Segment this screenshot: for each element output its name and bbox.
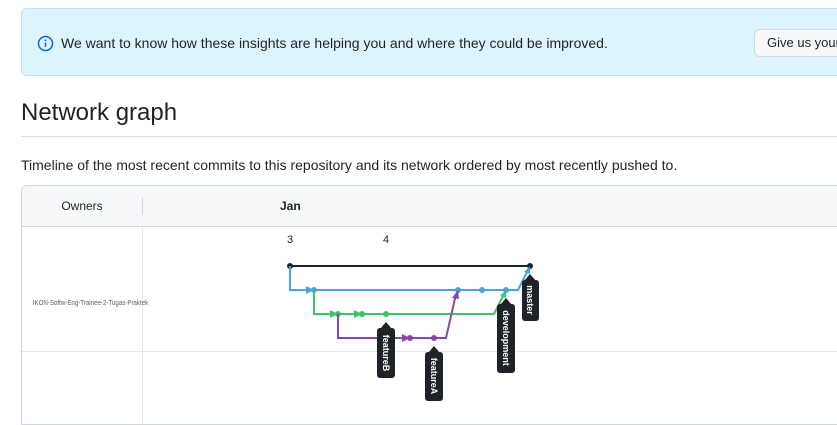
info-icon — [37, 35, 54, 52]
branch-label-featureA[interactable]: featureA — [425, 346, 443, 401]
title-divider — [21, 136, 837, 137]
owner-name[interactable]: IKON-Softw-Eng-Trainee-2-Tugas-Praktek — [32, 298, 149, 307]
page-title: Network graph — [21, 99, 178, 126]
branch-label-text: featureB — [381, 335, 391, 372]
branch-label-master[interactable]: master — [522, 274, 539, 321]
branch-master — [287, 263, 533, 269]
network-graph[interactable]: 3 4 mas — [0, 0, 837, 403]
branch-label-featureB[interactable]: featureB — [377, 322, 395, 378]
graph-header: Owners Jan — [22, 186, 837, 227]
branch-label-development[interactable]: development — [497, 298, 515, 373]
branch-label-text: master — [525, 285, 535, 315]
banner-message: We want to know how these insights are h… — [61, 35, 608, 51]
day-label: 3 — [287, 234, 293, 246]
branch-label-text: development — [501, 310, 511, 366]
owners-header: Owners — [61, 199, 103, 213]
header-divider — [142, 197, 143, 215]
branch-featureB — [313, 290, 506, 318]
branch-development — [289, 266, 530, 294]
month-label: Jan — [280, 199, 301, 213]
page-description: Timeline of the most recent commits to t… — [21, 157, 678, 173]
feedback-banner — [21, 8, 837, 76]
branch-featureA — [337, 290, 459, 342]
day-label: 4 — [383, 234, 389, 246]
branch-label-text: featureA — [429, 358, 439, 395]
owners-column-divider — [142, 226, 143, 424]
give-feedback-button[interactable]: Give us your feedback — [754, 29, 837, 57]
